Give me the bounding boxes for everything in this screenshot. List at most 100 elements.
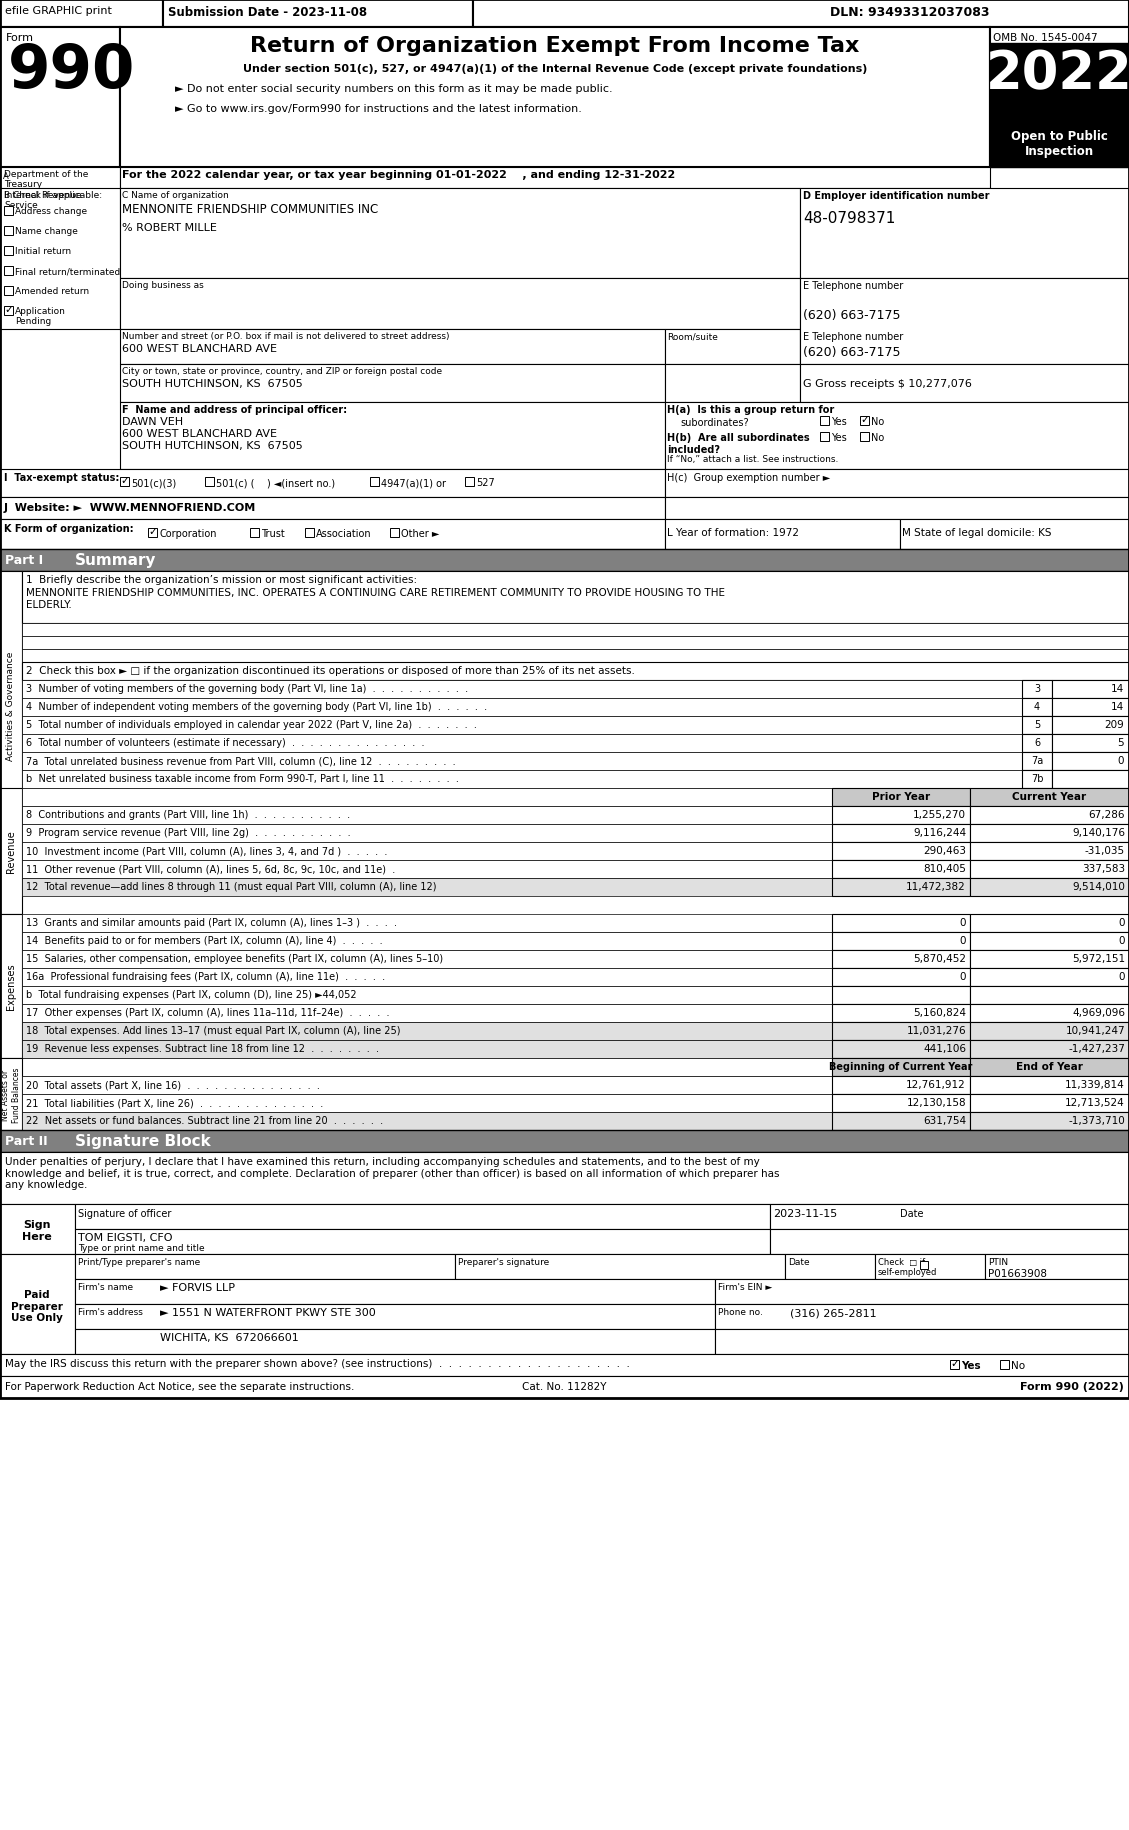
Text: -1,427,237: -1,427,237 — [1068, 1043, 1124, 1054]
Bar — [21, 734, 1022, 752]
Bar — [21, 717, 1022, 734]
Text: 3  Number of voting members of the governing body (Part VI, line 1a)  .  .  .  .: 3 Number of voting members of the govern… — [26, 684, 469, 694]
Bar — [990, 27, 1129, 168]
Bar — [0, 1153, 1129, 1204]
Bar — [0, 470, 665, 498]
Bar — [820, 432, 829, 441]
Text: Return of Organization Exempt From Income Tax: Return of Organization Exempt From Incom… — [251, 37, 859, 57]
Text: Phone no.: Phone no. — [718, 1307, 763, 1316]
Text: (316) 265-2811: (316) 265-2811 — [790, 1307, 876, 1318]
Text: 2023-11-15: 2023-11-15 — [773, 1208, 838, 1219]
Text: 17  Other expenses (Part IX, column (A), lines 11a–11d, 11f–24e)  .  .  .  .  .: 17 Other expenses (Part IX, column (A), … — [26, 1008, 390, 1017]
Text: J  Website: ►  WWW.MENNOFRIEND.COM: J Website: ► WWW.MENNOFRIEND.COM — [5, 503, 256, 512]
Text: ✓: ✓ — [149, 527, 158, 536]
Text: ► 1551 N WATERFRONT PKWY STE 300: ► 1551 N WATERFRONT PKWY STE 300 — [160, 1307, 376, 1318]
Text: E Telephone number: E Telephone number — [803, 280, 903, 291]
Bar — [0, 549, 1129, 571]
Bar — [21, 825, 832, 842]
Text: 10,941,247: 10,941,247 — [1066, 1025, 1124, 1036]
Bar — [970, 1076, 1129, 1094]
Bar — [5, 267, 14, 276]
Text: 9,514,010: 9,514,010 — [1073, 882, 1124, 891]
Text: Amended return: Amended return — [15, 287, 89, 296]
Text: ✓: ✓ — [860, 414, 869, 425]
Text: Department of the
Treasury
Internal Revenue
Service: Department of the Treasury Internal Reve… — [5, 170, 88, 210]
Text: H(b)  Are all subordinates
included?: H(b) Are all subordinates included? — [667, 432, 809, 454]
Text: 19  Revenue less expenses. Subtract line 18 from line 12  .  .  .  .  .  .  .  .: 19 Revenue less expenses. Subtract line … — [26, 1043, 379, 1054]
Text: For the 2022 calendar year, or tax year beginning 01-01-2022    , and ending 12-: For the 2022 calendar year, or tax year … — [122, 170, 675, 179]
Bar — [370, 478, 379, 487]
Bar — [5, 287, 14, 296]
Text: 990: 990 — [8, 42, 135, 101]
Text: Cat. No. 11282Y: Cat. No. 11282Y — [522, 1382, 606, 1391]
Text: 12,130,158: 12,130,158 — [907, 1098, 966, 1107]
Bar — [832, 860, 970, 878]
Text: ► Do not enter social security numbers on this form as it may be made public.: ► Do not enter social security numbers o… — [175, 84, 613, 93]
Bar — [832, 950, 970, 968]
Text: 5,160,824: 5,160,824 — [913, 1008, 966, 1017]
Text: 10  Investment income (Part VIII, column (A), lines 3, 4, and 7d )  .  .  .  .  : 10 Investment income (Part VIII, column … — [26, 845, 387, 856]
Bar — [0, 188, 120, 329]
Text: Firm's address: Firm's address — [78, 1307, 143, 1316]
Bar — [970, 807, 1129, 825]
Text: Print/Type preparer's name: Print/Type preparer's name — [78, 1257, 200, 1266]
Text: H(c)  Group exemption number ►: H(c) Group exemption number ► — [667, 472, 830, 483]
Bar — [800, 188, 1129, 278]
Bar — [75, 1204, 770, 1230]
Text: Firm's EIN ►: Firm's EIN ► — [718, 1283, 772, 1292]
Text: 7b: 7b — [1031, 774, 1043, 783]
Text: TOM EIGSTI, CFO: TOM EIGSTI, CFO — [78, 1232, 173, 1243]
Bar — [832, 1076, 970, 1094]
Bar — [0, 0, 1129, 1398]
Text: Prior Year: Prior Year — [872, 792, 930, 802]
Text: efile GRAPHIC print: efile GRAPHIC print — [5, 5, 112, 16]
Text: Net Assets or
Fund Balances: Net Assets or Fund Balances — [1, 1067, 20, 1122]
Bar — [770, 1204, 1129, 1230]
Text: Yes: Yes — [961, 1360, 981, 1371]
Bar — [715, 1329, 1129, 1354]
Text: 9,140,176: 9,140,176 — [1073, 827, 1124, 838]
Text: -31,035: -31,035 — [1085, 845, 1124, 856]
Text: DLN: 93493312037083: DLN: 93493312037083 — [830, 5, 989, 18]
Bar — [1022, 734, 1052, 752]
Bar — [970, 1005, 1129, 1023]
Bar — [1000, 1360, 1009, 1369]
Bar — [21, 1058, 832, 1076]
Text: 5,972,151: 5,972,151 — [1071, 953, 1124, 963]
Bar — [1022, 717, 1052, 734]
Text: 12,761,912: 12,761,912 — [907, 1080, 966, 1089]
Bar — [0, 520, 665, 549]
Bar — [970, 933, 1129, 950]
Text: ✓: ✓ — [951, 1358, 960, 1367]
Text: 12,713,524: 12,713,524 — [1066, 1098, 1124, 1107]
Text: 0: 0 — [1119, 972, 1124, 981]
Bar — [21, 842, 832, 860]
Bar — [21, 968, 832, 986]
Text: b  Total fundraising expenses (Part IX, column (D), line 25) ►44,052: b Total fundraising expenses (Part IX, c… — [26, 990, 357, 999]
Bar — [832, 915, 970, 933]
Text: 5,870,452: 5,870,452 — [913, 953, 966, 963]
Text: Under penalties of perjury, I declare that I have examined this return, includin: Under penalties of perjury, I declare th… — [5, 1157, 779, 1190]
Text: Application
Pending: Application Pending — [15, 307, 65, 326]
Bar — [305, 529, 314, 538]
Bar — [1052, 734, 1129, 752]
Bar — [0, 1254, 75, 1354]
Bar — [970, 915, 1129, 933]
Bar — [665, 329, 800, 364]
Bar — [21, 878, 832, 897]
Bar — [21, 770, 1022, 789]
Text: 600 WEST BLANCHARD AVE: 600 WEST BLANCHARD AVE — [122, 428, 277, 439]
Text: 501(c) (    ) ◄(insert no.): 501(c) ( ) ◄(insert no.) — [216, 478, 335, 489]
Text: 5  Total number of individuals employed in calendar year 2022 (Part V, line 2a) : 5 Total number of individuals employed i… — [26, 719, 476, 730]
Bar — [832, 1005, 970, 1023]
Bar — [390, 529, 399, 538]
Bar — [860, 432, 869, 441]
Text: Summary: Summary — [75, 553, 157, 567]
Text: For Paperwork Reduction Act Notice, see the separate instructions.: For Paperwork Reduction Act Notice, see … — [5, 1382, 355, 1391]
Bar — [0, 498, 665, 520]
Bar — [21, 789, 1022, 807]
Bar — [148, 529, 157, 538]
Bar — [120, 364, 665, 403]
Bar — [970, 860, 1129, 878]
Text: B Check if applicable:: B Check if applicable: — [5, 190, 102, 199]
